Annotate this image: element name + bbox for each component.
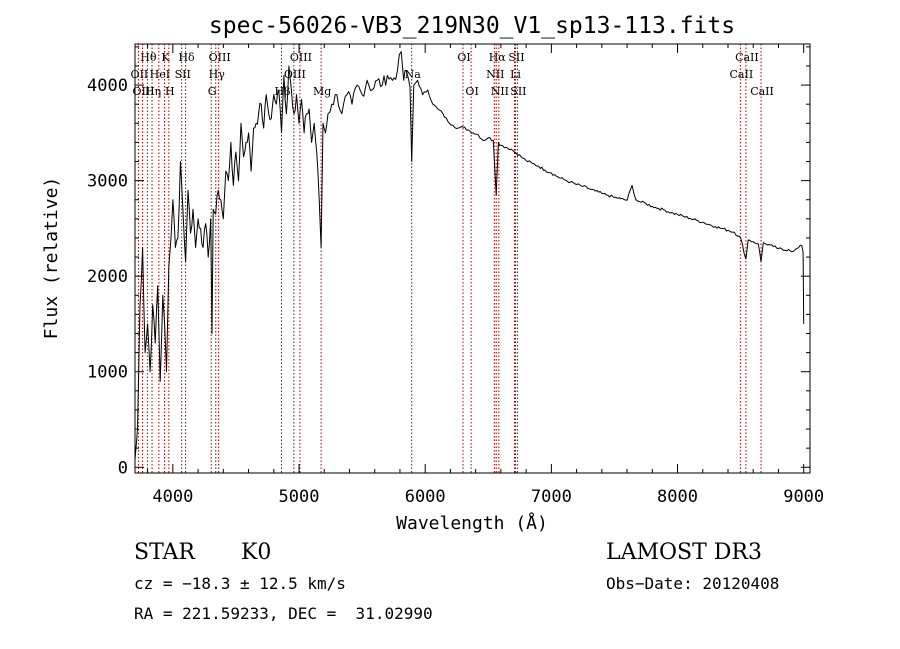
chart-title: spec-56026-VB3_219N30_V1_sp13-113.fits [209,13,735,39]
spectral-line-label: OII [131,68,149,81]
x-tick-label: 9000 [783,487,824,507]
spectral-line-label: K [161,51,170,64]
spectral-line-label: NII [491,85,509,98]
x-tick-label: 4000 [152,487,193,507]
spectral-line-label: Hθ [140,51,157,64]
y-tick-label: 3000 [87,172,128,192]
spectral-line-label: Li [510,68,521,81]
y-tick-label: 0 [118,458,128,478]
spectral-line-label: Hη [145,85,161,98]
x-tick-label: 8000 [657,487,698,507]
obs-date-text: Obs−Date: 20120408 [606,574,780,593]
spectral-line-label: G [208,85,217,98]
spectral-line-label: NII [486,68,504,81]
spectral-line-label: Hδ [178,51,195,64]
x-tick-label: 6000 [405,487,446,507]
spectral-line-label: H [165,85,175,98]
spectral-line-label: CaII [730,68,754,81]
spectral-line-label: SII [508,51,524,64]
object-class: STAR [134,540,195,565]
spectral-line-label: OIII [209,51,231,64]
spectral-line-label: CaII [750,85,774,98]
spectral-line-label: OIII [284,68,306,81]
spectral-line-label: SII [175,68,191,81]
coordinates-text: RA = 221.59233, DEC = 31.02990 [134,604,433,623]
redshift-text: cz = −18.3 ± 12.5 km/s [134,574,346,593]
survey-label: LAMOST DR3 [606,540,762,565]
spectral-line-label: Na [405,68,422,81]
spectral-line-label: CaII [735,51,759,64]
spectral-line-label: OI [457,51,470,64]
spectral-line-label: SII [510,85,526,98]
spectral-line-label: Hγ [209,68,226,81]
spectral-line-label: Hα [489,51,507,64]
x-tick-label: 7000 [531,487,572,507]
y-axis-label: Flux (relative) [41,177,62,340]
spectral-line-label: Hβ [275,85,291,98]
spectral-line-label: OI [465,85,478,98]
plot-frame [134,43,811,474]
y-tick-label: 2000 [87,267,128,287]
spectral-line-label: HeI [150,68,170,81]
y-tick-label: 1000 [87,363,128,383]
object-subclass: K0 [241,540,272,565]
spectral-line-label: OIII [133,85,155,98]
x-axis-label: Wavelength (Å) [396,512,548,534]
spectral-line-label: Mg [313,85,331,98]
y-tick-label: 4000 [87,76,128,96]
x-tick-label: 5000 [279,487,320,507]
spectrum-line [134,51,805,460]
spectral-line-label: OIII [290,51,312,64]
